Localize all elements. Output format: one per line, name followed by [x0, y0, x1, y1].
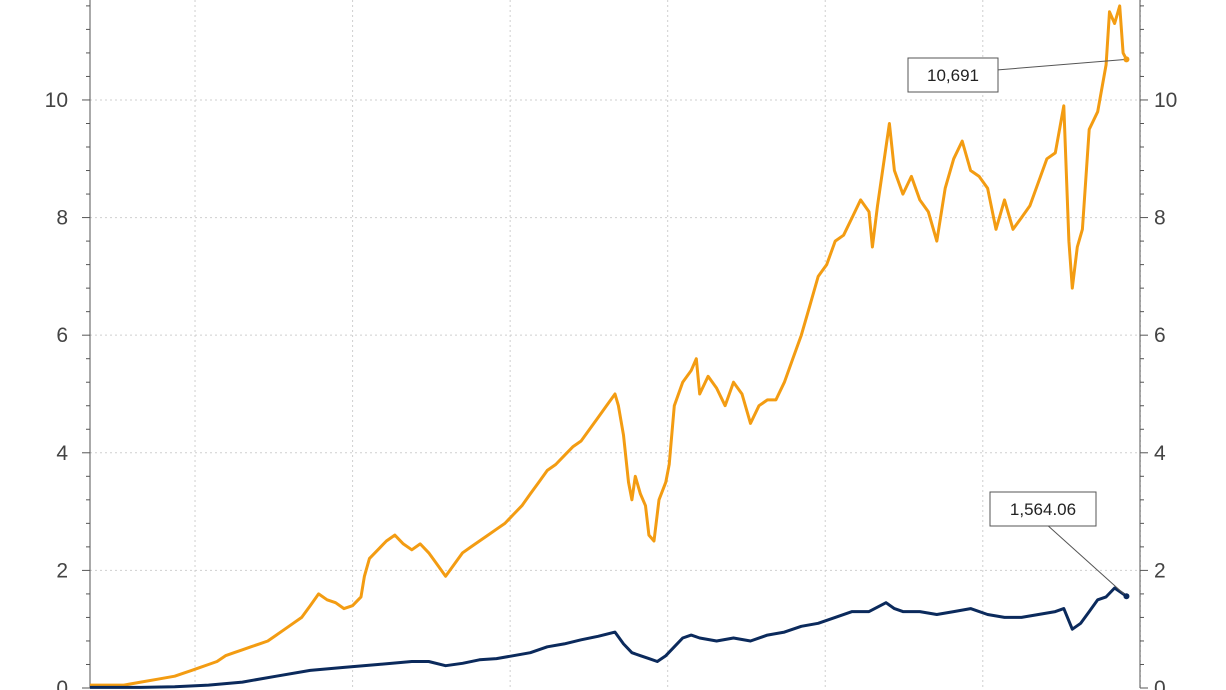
callout-marker-2 [1123, 593, 1130, 600]
y-tick-label-left: 2 [56, 559, 68, 582]
gridlines [90, 0, 1141, 688]
y-tick-label-left: 6 [56, 324, 68, 347]
y-tick-label-right: 2 [1154, 559, 1166, 582]
callout-marker-1 [1123, 56, 1130, 63]
y-tick-label-right: 10 [1154, 89, 1177, 112]
series-line-2 [90, 586, 1128, 689]
callout-leader-1 [997, 58, 1127, 71]
callouts: 10,691 1,564.06 [907, 56, 1130, 600]
callout-box-1 [907, 57, 999, 93]
right-y-axis-ticks: 0 2 4 6 8 10 [1154, 89, 1177, 690]
y-tick-label-left: 0 [56, 677, 68, 690]
callout-leader-2 [1047, 525, 1127, 597]
series-layer [90, 4, 1128, 689]
y-tick-label-left: 8 [56, 207, 68, 230]
callout-box-2 [989, 491, 1097, 527]
y-tick-label-right: 4 [1154, 442, 1166, 465]
y-tick-label-right: 8 [1154, 207, 1166, 230]
callout-label-2: 1,564.06 [1010, 500, 1076, 519]
y-tick-label-right: 0 [1154, 677, 1166, 690]
left-y-axis-ticks: 0 2 4 6 8 10 [45, 89, 69, 690]
y-tick-label-right: 6 [1154, 324, 1166, 347]
series-line-1 [90, 4, 1128, 687]
y-tick-label-left: 10 [45, 89, 68, 112]
callout-label-1: 10,691 [927, 66, 979, 85]
axes [82, 0, 1148, 689]
y-tick-label-left: 4 [56, 442, 68, 465]
